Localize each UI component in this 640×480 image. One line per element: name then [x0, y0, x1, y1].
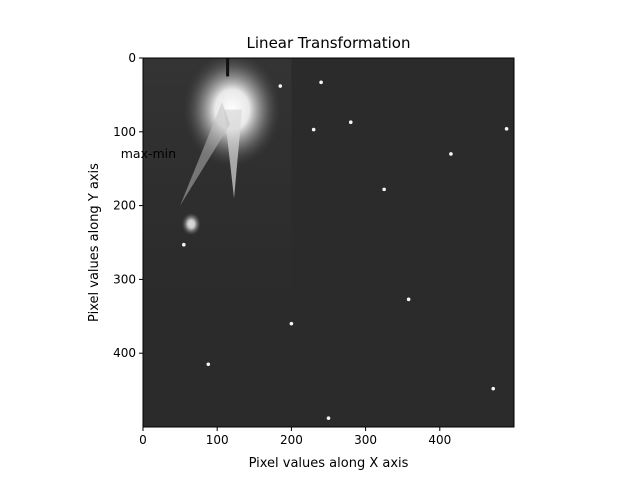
x-tick-label: 0 [139, 433, 147, 447]
bright-spot-4 [348, 120, 353, 125]
bright-spot-5 [382, 187, 386, 192]
bright-spot-1 [311, 127, 316, 132]
y-tick-label: 0 [128, 51, 136, 65]
bright-region-2 [181, 212, 202, 236]
x-tick-label: 300 [354, 433, 377, 447]
bright-spot-10 [326, 416, 331, 420]
y-tick-label: 100 [113, 125, 136, 139]
bright-spot-8 [206, 362, 211, 367]
bright-region-1-streak [180, 102, 231, 206]
x-tick-label: 100 [206, 433, 229, 447]
bright-spot-7 [289, 321, 294, 326]
bright-spot-11 [504, 127, 509, 131]
chart-title: Linear Transformation [247, 34, 411, 52]
plot-frame [142, 57, 515, 428]
y-tick-label: 400 [113, 346, 136, 360]
heatmap-image [143, 58, 514, 427]
y-tick-label: 200 [113, 199, 136, 213]
bright-spot-2 [278, 84, 283, 88]
bright-region-1-dark-line [226, 58, 230, 77]
bright-spot-12 [449, 152, 453, 156]
x-axis-label: Pixel values along X axis [249, 456, 409, 471]
bright-spot-3 [319, 80, 323, 85]
y-tick-label: 300 [113, 272, 136, 286]
axis-ticks: 0 100 200 300 400 0 100 200 300 400 [113, 51, 451, 447]
annotation-max-min: max-min [121, 146, 176, 161]
bright-spot-13 [182, 242, 186, 247]
bright-spot-6 [406, 297, 411, 302]
bright-region-1-tail [224, 109, 243, 199]
y-axis-label: Pixel values along Y axis [87, 163, 102, 322]
x-tick-label: 400 [428, 433, 451, 447]
x-tick-label: 200 [280, 433, 303, 447]
bright-spot-9 [491, 386, 496, 391]
